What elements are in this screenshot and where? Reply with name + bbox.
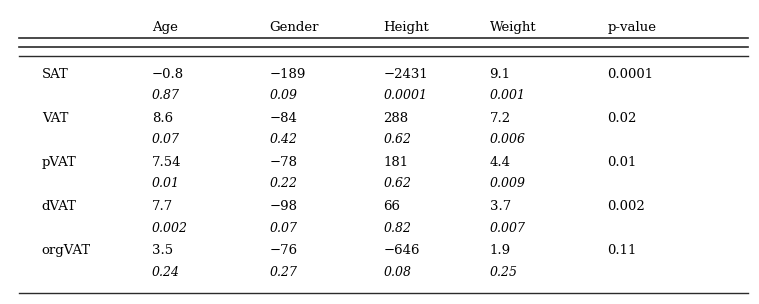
Text: 0.001: 0.001	[490, 89, 525, 102]
Text: 1.9: 1.9	[490, 244, 511, 257]
Text: 7.54: 7.54	[152, 156, 181, 169]
Text: 0.02: 0.02	[607, 112, 637, 125]
Text: 0.006: 0.006	[490, 133, 525, 146]
Text: −78: −78	[269, 156, 298, 169]
Text: 7.7: 7.7	[152, 200, 173, 213]
Text: −98: −98	[269, 200, 298, 213]
Text: 0.24: 0.24	[152, 266, 180, 278]
Text: 181: 181	[383, 156, 408, 169]
Text: 7.2: 7.2	[490, 112, 511, 125]
Text: pVAT: pVAT	[42, 156, 77, 169]
Text: p-value: p-value	[607, 21, 657, 34]
Text: Age: Age	[152, 21, 178, 34]
Text: Height: Height	[383, 21, 429, 34]
Text: 4.4: 4.4	[490, 156, 511, 169]
Text: Gender: Gender	[269, 21, 319, 34]
Text: 66: 66	[383, 200, 400, 213]
Text: 0.007: 0.007	[490, 222, 525, 234]
Text: VAT: VAT	[42, 112, 68, 125]
Text: 288: 288	[383, 112, 408, 125]
Text: 0.002: 0.002	[607, 200, 645, 213]
Text: 0.07: 0.07	[152, 133, 180, 146]
Text: SAT: SAT	[42, 68, 68, 81]
Text: 0.82: 0.82	[383, 222, 411, 234]
Text: Weight: Weight	[490, 21, 536, 34]
Text: 3.7: 3.7	[490, 200, 511, 213]
Text: 0.42: 0.42	[269, 133, 298, 146]
Text: −84: −84	[269, 112, 298, 125]
Text: 0.002: 0.002	[152, 222, 187, 234]
Text: 0.01: 0.01	[607, 156, 637, 169]
Text: 0.009: 0.009	[490, 178, 525, 190]
Text: −76: −76	[269, 244, 298, 257]
Text: −189: −189	[269, 68, 306, 81]
Text: 0.22: 0.22	[269, 178, 298, 190]
Text: 0.08: 0.08	[383, 266, 411, 278]
Text: 0.62: 0.62	[383, 133, 411, 146]
Text: 3.5: 3.5	[152, 244, 173, 257]
Text: −646: −646	[383, 244, 420, 257]
Text: 0.0001: 0.0001	[607, 68, 653, 81]
Text: 0.11: 0.11	[607, 244, 637, 257]
Text: 0.27: 0.27	[269, 266, 298, 278]
Text: dVAT: dVAT	[42, 200, 77, 213]
Text: 0.62: 0.62	[383, 178, 411, 190]
Text: 0.09: 0.09	[269, 89, 298, 102]
Text: 0.01: 0.01	[152, 178, 180, 190]
Text: −0.8: −0.8	[152, 68, 184, 81]
Text: 8.6: 8.6	[152, 112, 173, 125]
Text: 0.0001: 0.0001	[383, 89, 427, 102]
Text: −2431: −2431	[383, 68, 428, 81]
Text: 0.87: 0.87	[152, 89, 180, 102]
Text: orgVAT: orgVAT	[42, 244, 91, 257]
Text: 9.1: 9.1	[490, 68, 511, 81]
Text: 0.07: 0.07	[269, 222, 298, 234]
Text: 0.25: 0.25	[490, 266, 518, 278]
